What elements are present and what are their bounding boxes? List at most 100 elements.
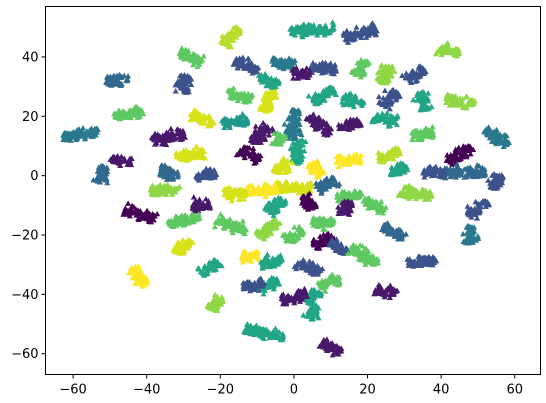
scatter-point xyxy=(418,103,425,110)
scatter-point xyxy=(256,136,263,142)
cluster-70 xyxy=(291,256,326,277)
scatter-point xyxy=(315,114,322,121)
scatter-point xyxy=(229,95,236,101)
scatter-point xyxy=(190,108,197,115)
scatter-point xyxy=(179,48,186,54)
scatter-point xyxy=(252,123,259,129)
cluster-52 xyxy=(120,200,161,225)
cluster-6 xyxy=(307,59,339,77)
scatter-point xyxy=(324,27,331,33)
scatter-point xyxy=(79,131,86,137)
cluster-12 xyxy=(103,71,132,88)
scatter-point xyxy=(309,59,317,66)
cluster-11 xyxy=(399,63,429,86)
scatter-point xyxy=(262,72,269,78)
cluster-38 xyxy=(233,144,264,166)
cluster-9 xyxy=(348,56,372,80)
scatter-point xyxy=(288,122,295,128)
scatter-point xyxy=(358,34,365,41)
scatter-point xyxy=(230,24,237,31)
scatter-point xyxy=(379,110,386,116)
scatter-point xyxy=(376,115,383,121)
scatter-point xyxy=(317,97,324,104)
scatter-point xyxy=(425,90,432,96)
scatter-point xyxy=(179,156,186,162)
scatter-point xyxy=(291,32,299,38)
scatter-point xyxy=(325,92,332,99)
scatter-point xyxy=(343,118,350,124)
scatter-point xyxy=(321,31,328,38)
scatter-point xyxy=(340,101,347,108)
scatter-point xyxy=(325,129,332,135)
scatter-point xyxy=(442,45,449,51)
scatter-point xyxy=(150,136,157,142)
scatter-point xyxy=(306,25,313,31)
scatter-point xyxy=(81,135,89,142)
scatter-point xyxy=(344,95,351,102)
scatter-point xyxy=(351,187,358,194)
scatter-point xyxy=(172,88,179,94)
scatter-point xyxy=(383,101,390,108)
cluster-37 xyxy=(107,152,135,168)
scatter-point xyxy=(193,143,200,149)
cluster-34 xyxy=(481,124,512,150)
cluster-41 xyxy=(420,163,448,180)
scatter-point xyxy=(320,67,328,74)
scatter-point xyxy=(325,89,332,95)
scatter-point xyxy=(284,63,291,69)
cluster-59 xyxy=(280,223,307,245)
scatter-point xyxy=(228,36,235,42)
scatter-point xyxy=(366,28,373,35)
scatter-point xyxy=(240,57,247,63)
scatter-point xyxy=(91,127,98,134)
cluster-68 xyxy=(404,253,440,269)
scatter-point xyxy=(469,97,476,104)
scatter-point xyxy=(487,129,494,136)
scatter-point xyxy=(260,130,268,136)
scatter-point xyxy=(443,99,450,105)
scatter-point xyxy=(419,185,426,192)
scatter-point xyxy=(281,121,288,127)
scatter-point xyxy=(305,72,313,78)
cluster-56 xyxy=(309,214,337,232)
scatter-point xyxy=(238,62,246,68)
cluster-10 xyxy=(374,61,398,86)
cluster-45 xyxy=(193,165,220,183)
scatter-point xyxy=(274,62,282,69)
scatter-point xyxy=(481,128,488,135)
scatter-point xyxy=(386,105,393,112)
scatter-point xyxy=(103,78,110,85)
scatter-point xyxy=(314,121,321,127)
scatter-point xyxy=(389,92,397,98)
scatter-point xyxy=(64,130,71,136)
scatter-point xyxy=(330,85,337,91)
scatter-point xyxy=(418,96,425,102)
scatter-point xyxy=(393,93,400,100)
scatter-point xyxy=(236,28,243,35)
scatter-point xyxy=(289,119,296,125)
scatter-point xyxy=(388,164,395,170)
scatter-point xyxy=(318,124,325,130)
cluster-60 xyxy=(378,220,410,242)
cluster-7 xyxy=(289,64,313,81)
scatter-point xyxy=(420,88,427,95)
scatter-point xyxy=(456,95,464,101)
scatter-point xyxy=(437,46,444,52)
scatter-point xyxy=(429,123,436,130)
scatter-point xyxy=(429,134,436,140)
scatter-point xyxy=(425,105,433,111)
scatter-point xyxy=(394,112,401,119)
scatter-point xyxy=(271,61,279,67)
scatter-point xyxy=(176,129,183,136)
scatter-point xyxy=(182,55,189,62)
cluster-48 xyxy=(395,182,435,202)
scatter-point xyxy=(329,26,336,33)
cluster-47 xyxy=(485,170,507,191)
scatter-point xyxy=(185,47,192,54)
scatter-point xyxy=(438,51,445,58)
scatter-point xyxy=(322,23,329,29)
scatter-point xyxy=(83,129,91,136)
scatter-point xyxy=(298,27,305,34)
scatter-point xyxy=(294,23,301,30)
scatter-point xyxy=(177,81,184,88)
